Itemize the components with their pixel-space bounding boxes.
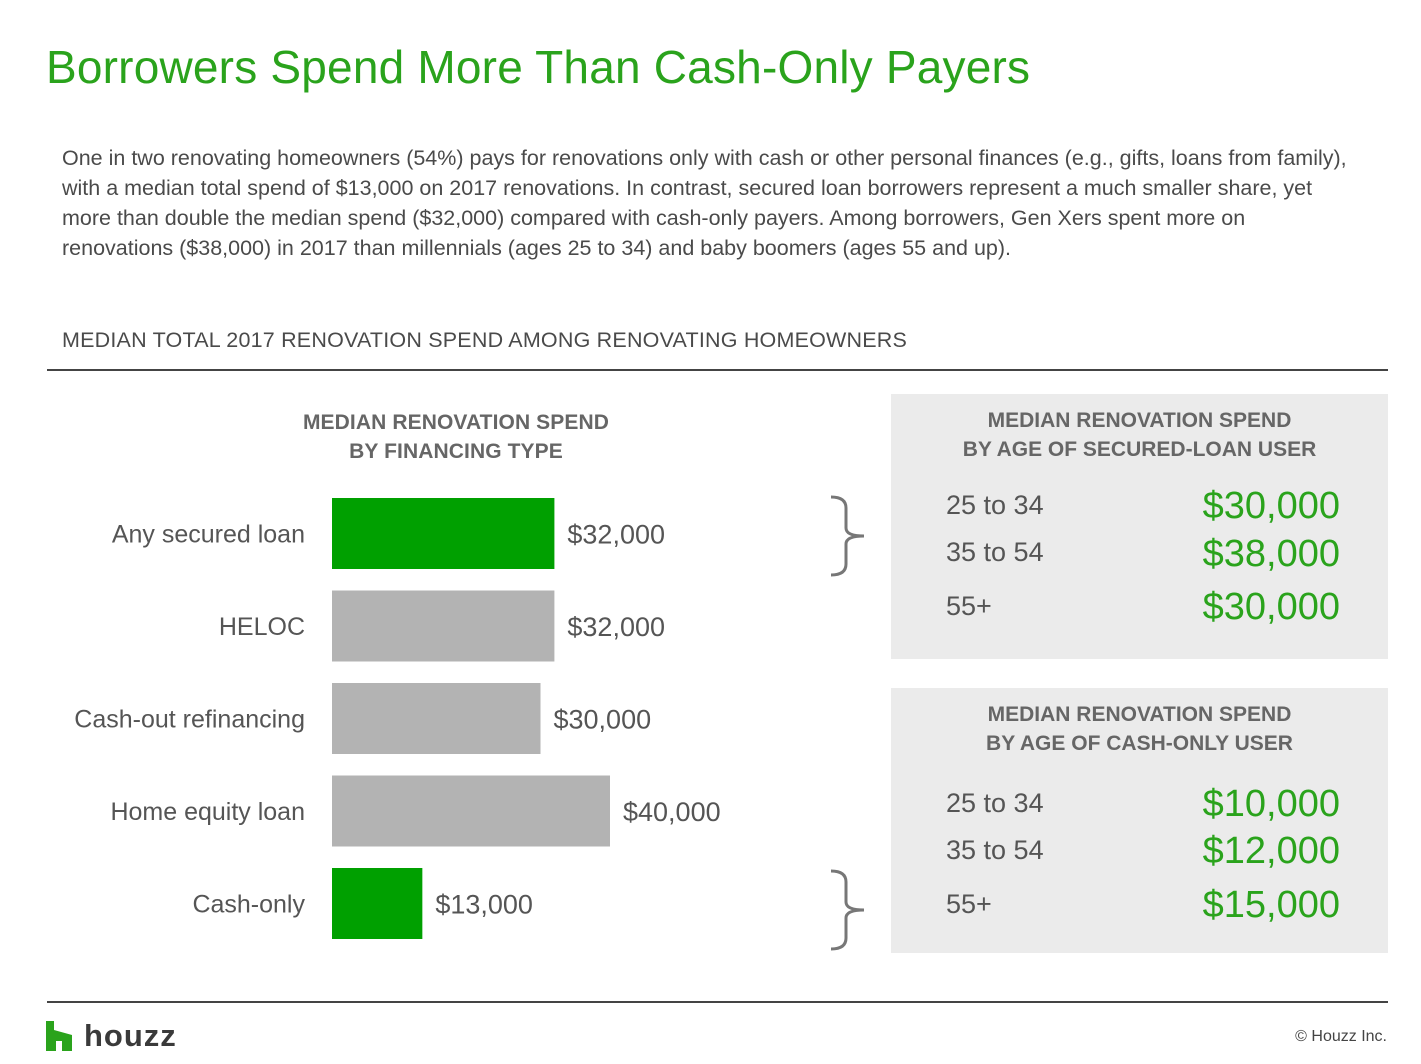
value-label-heloc: $32,000: [567, 612, 665, 642]
cash-age-value-25-34: $10,000: [1202, 783, 1340, 825]
secured-age-value-55-plus: $30,000: [1202, 586, 1340, 628]
bar-chart-title-line-1: MEDIAN RENOVATION SPEND: [302, 411, 610, 434]
top-divider: [47, 369, 1388, 371]
bar-chart-title-line-2: BY FINANCING TYPE: [349, 440, 563, 463]
houzz-logo: houzz: [46, 1018, 177, 1053]
category-label-home-equity-loan: Home equity loan: [110, 798, 305, 826]
secured-loan-age-panel: MEDIAN RENOVATION SPEND BY AGE OF SECURE…: [891, 394, 1388, 659]
copyright-notice: © Houzz Inc.: [1295, 1028, 1387, 1045]
houzz-logo-text: houzz: [84, 1018, 177, 1053]
bar-cash-only: [332, 868, 423, 939]
intro-paragraph: One in two renovating homeowners (54%) p…: [62, 146, 1347, 260]
bar-home-equity-loan: [332, 775, 610, 847]
cash-age-value-55-plus: $15,000: [1202, 884, 1340, 926]
cash-age-label-35-54: 35 to 54: [946, 835, 1044, 865]
page-title: Borrowers Spend More Than Cash-Only Paye…: [46, 41, 1031, 93]
secured-age-label-35-54: 35 to 54: [946, 537, 1044, 567]
secured-age-label-55-plus: 55+: [946, 591, 992, 621]
secured-panel-title-line-1: MEDIAN RENOVATION SPEND: [987, 409, 1292, 432]
secured-panel-title: MEDIAN RENOVATION SPEND BY AGE OF SECURE…: [891, 406, 1388, 464]
category-label-cash-out-refinancing: Cash-out refinancing: [74, 706, 305, 734]
category-label-heloc: HELOC: [219, 613, 305, 641]
secured-panel-title-line-2: BY AGE OF SECURED-LOAN USER: [962, 438, 1317, 461]
secured-age-value-35-54: $38,000: [1202, 533, 1340, 575]
cash-age-value-35-54: $12,000: [1202, 830, 1340, 872]
cash-age-label-55-plus: 55+: [946, 889, 992, 919]
category-label-any-secured-loan: Any secured loan: [112, 521, 305, 549]
cash-only-age-panel: MEDIAN RENOVATION SPEND BY AGE OF CASH-O…: [891, 688, 1388, 953]
cash-panel-title-line-1: MEDIAN RENOVATION SPEND: [987, 703, 1292, 726]
bar-any-secured-loan: [332, 498, 555, 569]
secured-age-label-25-34: 25 to 34: [946, 490, 1044, 520]
secured-age-value-25-34: $30,000: [1202, 485, 1340, 527]
value-label-home-equity-loan: $40,000: [623, 797, 721, 827]
secured-loan-bracket: [830, 495, 865, 577]
value-label-any-secured-loan: $32,000: [567, 520, 665, 550]
cash-only-bracket: [830, 869, 865, 951]
houzz-logo-icon: [46, 1021, 72, 1051]
bottom-divider: [47, 1001, 1388, 1003]
value-label-cash-only: $13,000: [435, 890, 533, 920]
cash-panel-title-line-2: BY AGE OF CASH-ONLY USER: [986, 732, 1293, 755]
cash-panel-title: MEDIAN RENOVATION SPEND BY AGE OF CASH-O…: [891, 700, 1388, 758]
financing-bar-chart: Any secured loan $32,000 HELOC $32,000 Cash-…: [74, 498, 721, 939]
category-label-cash-only: Cash-only: [192, 891, 305, 919]
bar-heloc: [332, 590, 555, 662]
cash-age-label-25-34: 25 to 34: [946, 788, 1044, 818]
bar-cash-out-refinancing: [332, 683, 541, 754]
section-label: MEDIAN TOTAL 2017 RENOVATION SPEND AMONG…: [62, 328, 908, 352]
bar-chart-title: MEDIAN RENOVATION SPEND BY FINANCING TYP…: [256, 408, 656, 466]
value-label-cash-out-refinancing: $30,000: [554, 705, 652, 735]
